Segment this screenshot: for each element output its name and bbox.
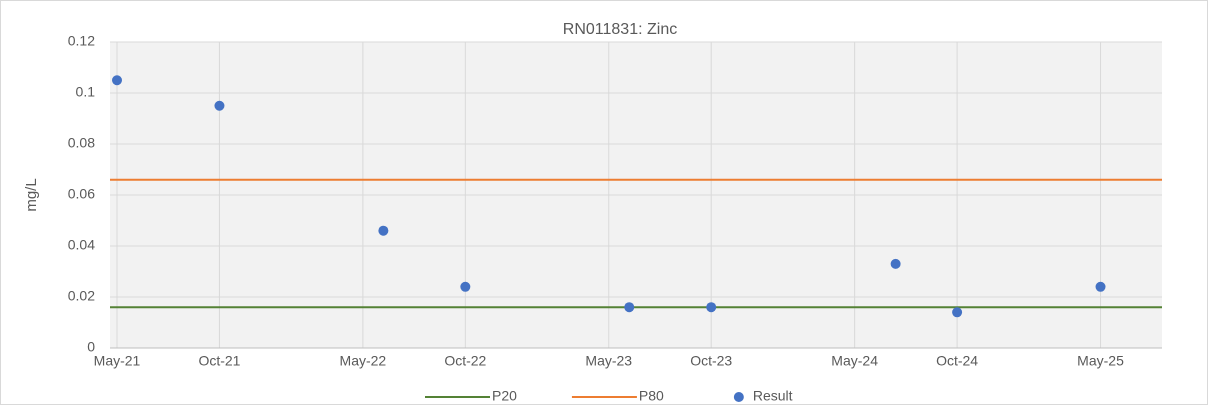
x-tick-label: May-24 bbox=[831, 353, 878, 369]
y-tick-label: 0.06 bbox=[68, 186, 95, 202]
data-point bbox=[706, 302, 717, 313]
y-axis-label: mg/L bbox=[23, 178, 40, 211]
data-point bbox=[460, 281, 471, 292]
x-tick-label: May-21 bbox=[94, 353, 141, 369]
legend-swatch bbox=[733, 392, 744, 402]
x-tick-label: Oct-22 bbox=[444, 353, 486, 369]
y-tick-label: 0.02 bbox=[68, 288, 95, 304]
y-tick-label: 0.1 bbox=[76, 84, 96, 100]
y-tick-label: 0.08 bbox=[68, 135, 95, 151]
data-point bbox=[1095, 281, 1106, 292]
x-tick-label: Oct-23 bbox=[690, 353, 732, 369]
data-point bbox=[214, 100, 225, 111]
x-tick-label: May-22 bbox=[340, 353, 387, 369]
data-point bbox=[952, 307, 963, 318]
data-point bbox=[112, 75, 122, 86]
x-tick-label: May-25 bbox=[1077, 353, 1124, 369]
chart-title: RN011831: Zinc bbox=[563, 21, 677, 38]
data-point bbox=[378, 225, 389, 236]
y-tick-label: 0 bbox=[87, 339, 95, 355]
data-point bbox=[624, 302, 635, 313]
y-tick-label: 0.12 bbox=[68, 33, 95, 49]
legend-label: Result bbox=[753, 388, 793, 404]
legend-label: P20 bbox=[492, 388, 517, 404]
data-point bbox=[890, 258, 901, 269]
x-tick-label: May-23 bbox=[585, 353, 632, 369]
legend-label: P80 bbox=[639, 388, 664, 404]
y-tick-label: 0.04 bbox=[68, 237, 95, 253]
x-tick-label: Oct-21 bbox=[198, 353, 240, 369]
x-tick-label: Oct-24 bbox=[936, 353, 978, 369]
